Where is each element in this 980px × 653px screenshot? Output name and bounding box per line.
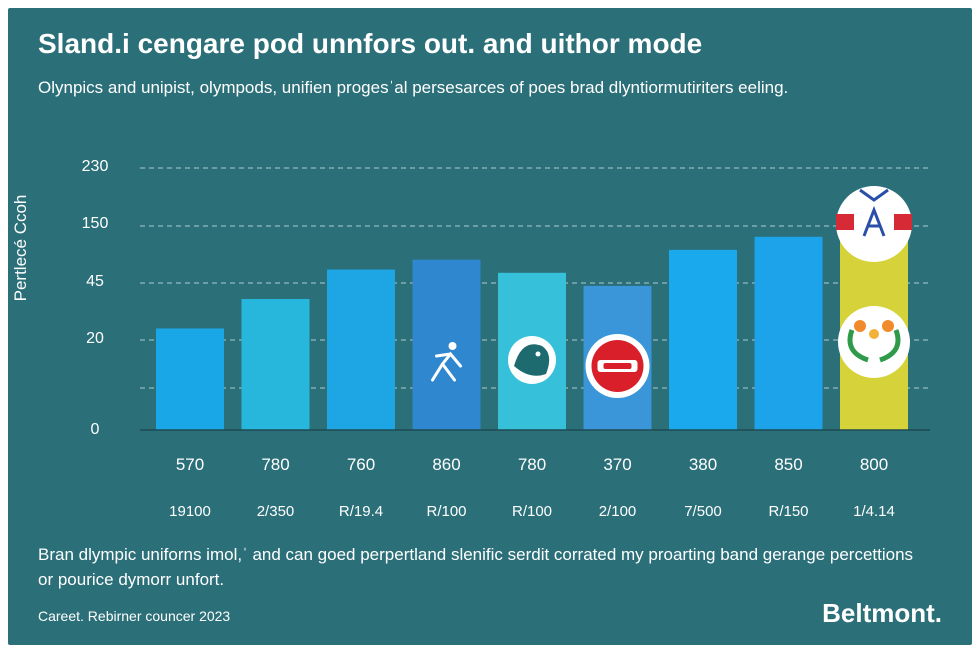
category-sub-label: R/19.4 [339,503,383,520]
value-label: 780 [261,455,289,474]
y-tick-label: 0 [90,421,100,438]
value-label: 850 [774,455,802,474]
bar [412,259,481,430]
value-label: 380 [689,455,717,474]
chart-title: Sland.i cengare pod unnfors out. and uit… [38,28,703,59]
category-sub-label: 19100 [169,503,211,520]
bar [669,249,737,430]
y-tick-label: 45 [86,273,104,290]
source-note: Careet. Rebirner councer 2023 [38,608,231,624]
bar [754,236,823,430]
y-tick-label: 20 [86,330,104,347]
bar [156,328,224,430]
value-label: 780 [518,455,546,474]
y-tick-label: 150 [81,215,109,232]
chart-subtitle: Olynpics and unipist, olympods, unifien … [38,78,789,97]
value-label: 860 [432,455,460,474]
value-label: 800 [860,455,888,474]
category-sub-label: R/100 [512,503,552,520]
category-sub-label: 2/100 [599,503,637,520]
category-sub-label: R/100 [426,503,466,520]
brand-logo-text: Beltmont. [822,598,942,628]
footnote: Bran dlympic uniforns imol,ˈ and can goe… [38,545,914,589]
sea-lion-icon [508,336,556,384]
y-tick-label: 230 [81,158,109,175]
category-sub-label: R/150 [768,503,808,520]
runner-icon [431,342,462,382]
red-badge-icon [585,334,650,398]
category-sub-label: 7/500 [684,503,722,520]
wreath-icon [838,306,910,378]
bar [327,269,395,430]
value-label: 370 [603,455,631,474]
category-sub-label: 2/350 [257,503,295,520]
value-label: 570 [176,455,204,474]
category-sub-label: 1/4.14 [853,503,895,520]
bar [241,299,310,430]
jersey-icon [836,186,912,262]
value-label: 760 [347,455,375,474]
